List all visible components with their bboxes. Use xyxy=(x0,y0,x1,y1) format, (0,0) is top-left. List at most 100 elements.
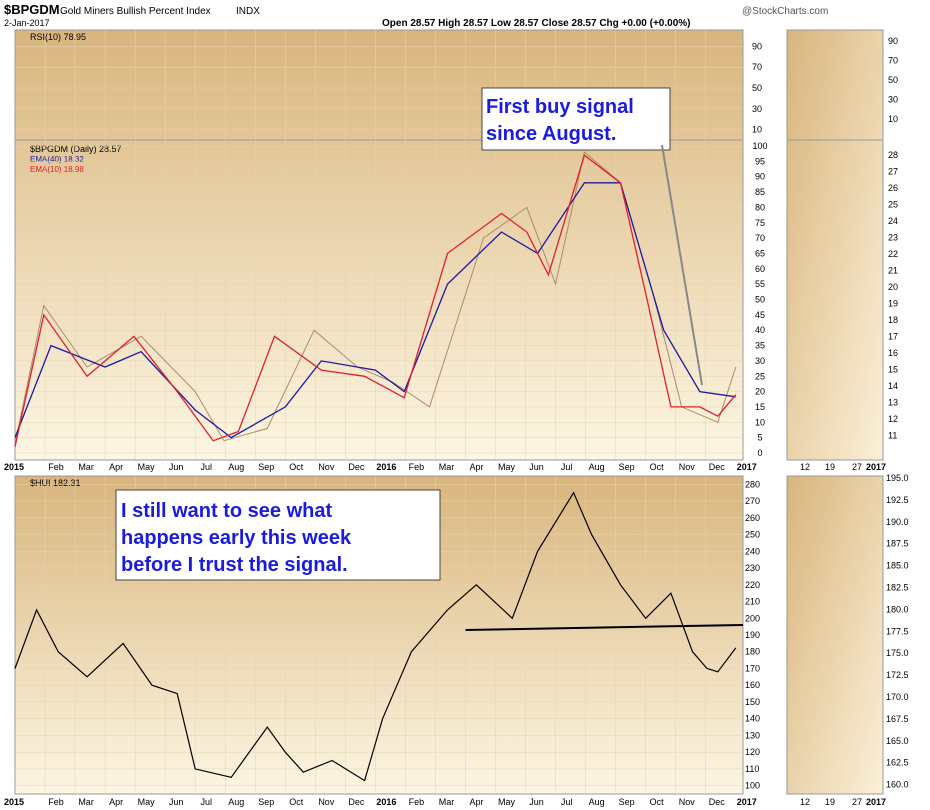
side-bottom-y-tick-label: 167.5 xyxy=(886,714,909,724)
x-tick-label: 2016 xyxy=(376,462,396,472)
x-tick-label: Feb xyxy=(409,462,425,472)
top-y-axis: 0 5 10 15 20 25 30 35 40 45 50 55 60 65 70 75 80 85 90 95 10… xyxy=(752,141,767,458)
rsi-y-tick-label: 10 xyxy=(752,125,762,135)
rsi-y-tick-label: 50 xyxy=(752,83,762,93)
header-name: Gold Miners Bullish Percent Index xyxy=(60,6,211,17)
x-tick-label: May xyxy=(138,797,156,807)
y-tick-label: 30 xyxy=(755,356,765,366)
side-top-y-tick-label: 20 xyxy=(888,282,898,292)
y-tick-label: 100 xyxy=(752,141,767,151)
x-tick-label: 2017 xyxy=(737,797,757,807)
x-tick-label: Dec xyxy=(348,462,365,472)
bottom-y-tick-label: 100 xyxy=(745,781,760,791)
header-watermark: @StockCharts.com xyxy=(742,6,828,17)
ema10-legend: EMA(10) 18.98 xyxy=(30,165,84,174)
side-rsi-y-tick-label: 50 xyxy=(888,75,898,85)
y-tick-label: 25 xyxy=(755,371,765,381)
x-tick-label: 2015 xyxy=(4,462,24,472)
annotation-signal-line-2: since August. xyxy=(486,123,616,145)
x-tick-label: Sep xyxy=(619,797,635,807)
side-bottom-y-tick-label: 177.5 xyxy=(886,626,909,636)
x-tick-label: Nov xyxy=(318,462,335,472)
bottom-y-tick-label: 200 xyxy=(745,613,760,623)
x-tick-label: Mar xyxy=(78,797,94,807)
side-x-tick-label: 27 xyxy=(852,797,862,807)
side-bottom-y-tick-label: 182.5 xyxy=(886,583,909,593)
x-tick-label: Aug xyxy=(589,797,605,807)
bottom-y-tick-label: 270 xyxy=(745,496,760,506)
side-bottom-y-tick-label: 195.0 xyxy=(886,473,909,483)
bottom-y-tick-label: 130 xyxy=(745,730,760,740)
side-top-panel xyxy=(786,29,884,461)
annotation-caution-line-1: I still want to see what xyxy=(121,500,332,522)
bottom-y-tick-label: 110 xyxy=(745,764,759,774)
x-tick-label: Aug xyxy=(228,797,244,807)
rsi-y-tick-label: 30 xyxy=(752,104,762,114)
side-x-tick-label: 19 xyxy=(825,462,835,472)
grid-lines xyxy=(15,30,743,794)
hui-trendline xyxy=(465,623,744,631)
y-tick-label: 5 xyxy=(757,433,762,443)
side-top-y-tick-label: 21 xyxy=(888,266,898,276)
x-tick-label: Jul xyxy=(561,797,573,807)
x-tick-label: Jul xyxy=(200,462,212,472)
x-tick-label: Apr xyxy=(469,462,483,472)
x-tick-label: Apr xyxy=(469,797,483,807)
y-tick-label: 0 xyxy=(757,448,762,458)
side-top-y-tick-label: 16 xyxy=(888,348,898,358)
rsi-y-axis: 90 70 50 30 10 xyxy=(752,41,762,134)
x-tick-label: Sep xyxy=(258,462,274,472)
rsi-y-tick-label: 70 xyxy=(752,62,762,72)
x-tick-label: Oct xyxy=(650,797,665,807)
bottom-y-tick-label: 170 xyxy=(745,663,760,673)
y-tick-label: 70 xyxy=(755,233,765,243)
x-tick-label: Feb xyxy=(409,797,425,807)
bottom-y-tick-label: 280 xyxy=(745,479,760,489)
side-rsi-y-tick-label: 70 xyxy=(888,56,898,66)
x-tick-label: Oct xyxy=(289,797,304,807)
y-tick-label: 10 xyxy=(755,417,765,427)
bottom-y-tick-label: 150 xyxy=(745,697,760,707)
bottom-y-tick-label: 240 xyxy=(745,546,760,556)
y-tick-label: 95 xyxy=(755,156,765,166)
x-tick-label: Sep xyxy=(258,797,274,807)
x-tick-label: Mar xyxy=(439,797,455,807)
side-top-y-tick-label: 12 xyxy=(888,414,898,424)
y-tick-label: 20 xyxy=(755,387,765,397)
bottom-y-tick-label: 160 xyxy=(745,680,760,690)
x-tick-label: 2015 xyxy=(4,797,24,807)
side-top-y-tick-label: 24 xyxy=(888,216,898,226)
bottom-y-tick-label: 180 xyxy=(745,647,760,657)
header-date: 2-Jan-2017 xyxy=(4,18,50,28)
y-tick-label: 35 xyxy=(755,341,765,351)
side-top-y-tick-label: 15 xyxy=(888,365,898,375)
y-tick-label: 85 xyxy=(755,187,765,197)
side-top-y-tick-label: 22 xyxy=(888,249,898,259)
x-tick-label: Jun xyxy=(529,797,544,807)
side-top-y-tick-label: 27 xyxy=(888,167,898,177)
x-tick-label: Jul xyxy=(200,797,212,807)
side-bottom-y-tick-label: 180.0 xyxy=(886,604,909,614)
x-tick-label: Jun xyxy=(529,462,544,472)
y-tick-label: 45 xyxy=(755,310,765,320)
side-x-tick-label: 27 xyxy=(852,462,862,472)
bottom-y-tick-label: 120 xyxy=(745,747,760,757)
annotation-signal-box xyxy=(481,87,671,151)
series-line-ema-40- xyxy=(14,182,736,439)
side-top-y-tick-label: 13 xyxy=(888,398,898,408)
x-tick-label: May xyxy=(498,797,516,807)
rsi-label: RSI(10) 78.95 xyxy=(30,32,86,42)
y-tick-label: 75 xyxy=(755,218,765,228)
side-bottom-y-tick-label: 160.0 xyxy=(886,780,909,790)
side-top-y-tick-label: 26 xyxy=(888,183,898,193)
side-top-y-tick-label: 18 xyxy=(888,315,898,325)
x-tick-label: Sep xyxy=(619,462,635,472)
side-top-y-tick-label: 23 xyxy=(888,233,898,243)
side-rsi-y-tick-label: 90 xyxy=(888,36,898,46)
x-tick-label: Dec xyxy=(709,797,726,807)
bottom-y-tick-label: 190 xyxy=(745,630,760,640)
header-ohlc: Open 28.57 High 28.57 Low 28.57 Close 28… xyxy=(382,18,690,29)
annotation-caution-box xyxy=(115,489,441,581)
top-x-axis: 2015 Feb Mar Apr May Jun Jul Aug Sep Oct Nov Dec 201… xyxy=(4,462,757,472)
